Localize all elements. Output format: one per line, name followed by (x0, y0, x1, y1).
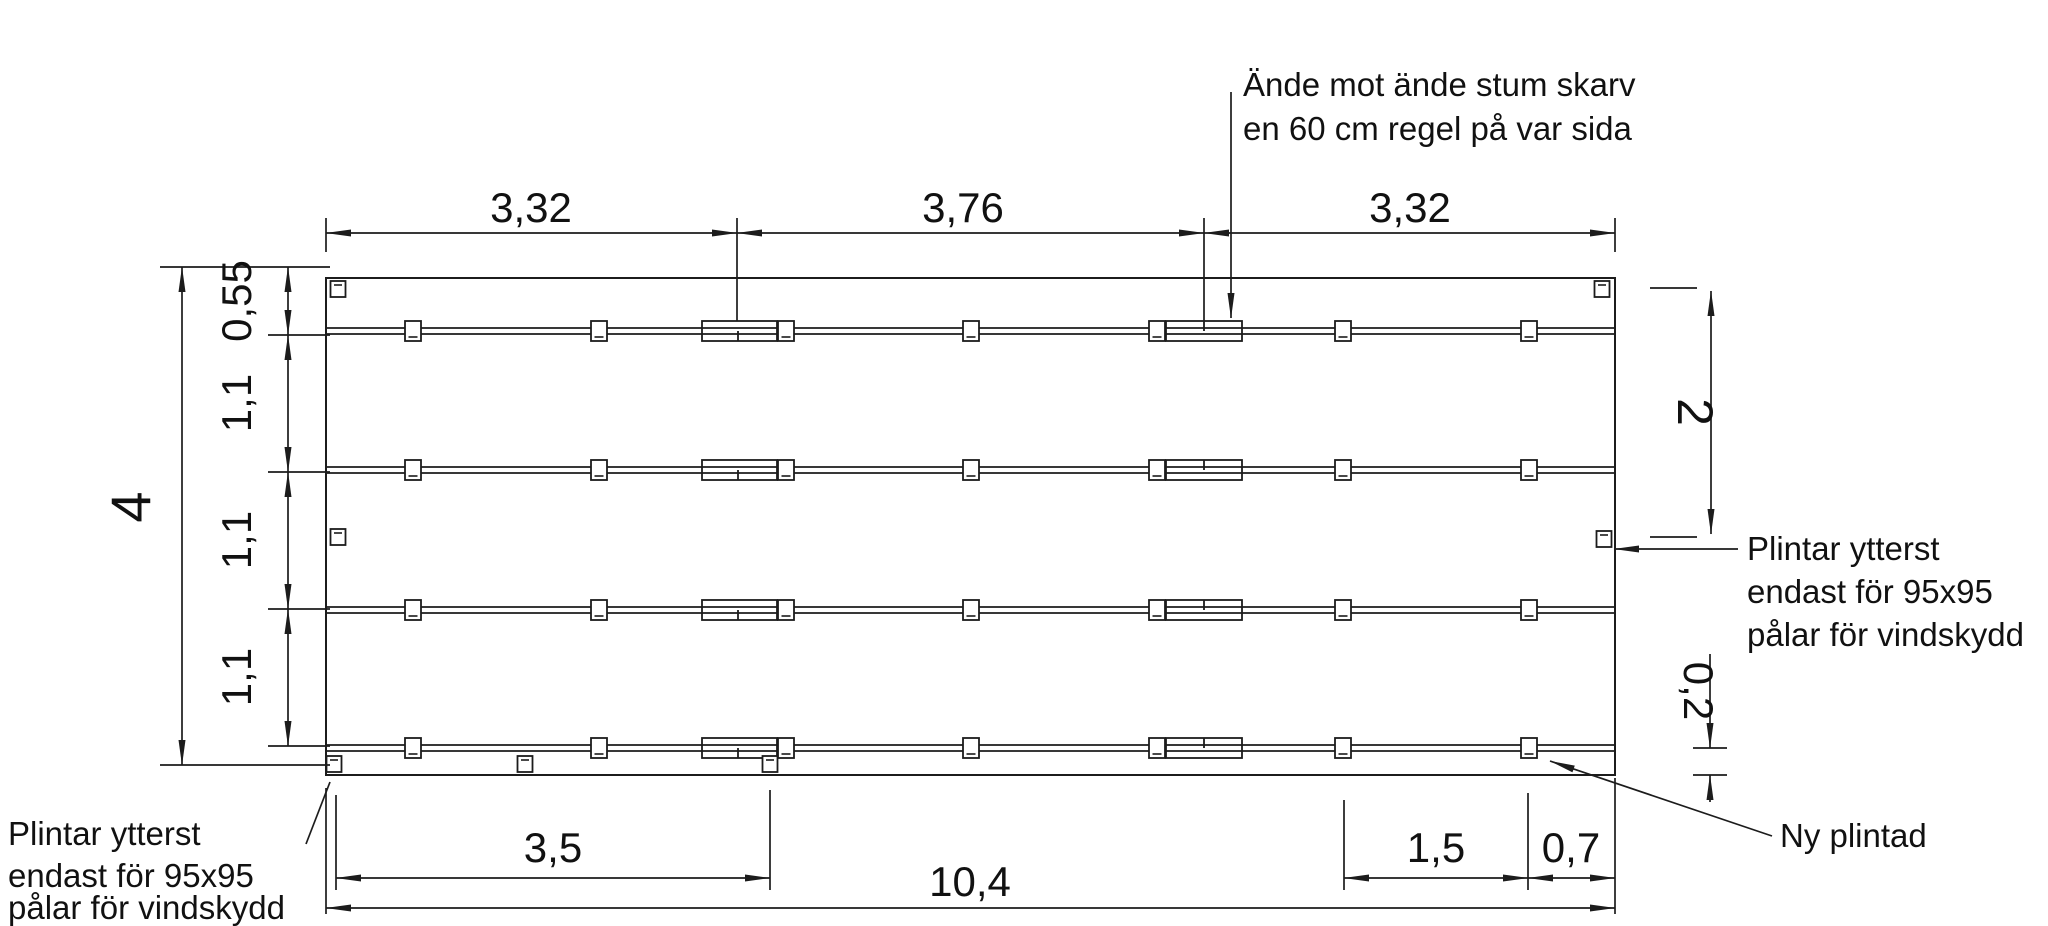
plinth-note-left-line3: pålar för vindskydd (8, 889, 285, 926)
plinth (962, 320, 980, 342)
plinth (404, 599, 422, 621)
plinth (590, 459, 608, 481)
splice-plates (701, 320, 1243, 759)
plinth-note-left-line1: Plintar ytterst (8, 815, 201, 852)
annotation-plinth-note-right: Plintar ytterst endast för 95x95 pålar f… (1613, 530, 2024, 653)
plinth (404, 320, 422, 342)
plinth-note-right-line3: pålar för vindskydd (1747, 616, 2024, 653)
plinth (777, 737, 795, 759)
edge-plinth-top-left (329, 280, 347, 298)
edge-plinth-bottom-3 (761, 755, 779, 773)
dim-bottom: 3,5 10,4 1,5 0,7 (325, 778, 1616, 914)
dim-left-total: 4 (99, 266, 330, 766)
plinth (962, 599, 980, 621)
dim-label-plinth-edge-offset: 0,7 (1542, 824, 1600, 871)
edge-plinth-top-right (1593, 280, 1611, 298)
dim-label-top-right: 3,32 (1369, 184, 1451, 231)
edge-plinth-bottom-2 (516, 755, 534, 773)
dim-left-rows: 0,55 1,1 1,1 1,1 (213, 260, 330, 747)
annotation-splice-note: Ände mot ände stum skarv en 60 cm regel … (1227, 66, 1636, 319)
edge-plinths (325, 280, 1613, 773)
annotation-new-plinth: Ny plintad (1549, 760, 1927, 854)
plinth (590, 737, 608, 759)
plinth (1148, 599, 1166, 621)
plinth (962, 737, 980, 759)
plinth (1520, 737, 1538, 759)
deck-outline (325, 277, 1616, 776)
annotation-plinth-note-left: Plintar ytterst endast för 95x95 pålar f… (8, 781, 331, 926)
plinth (1520, 599, 1538, 621)
splice-note-line2: en 60 cm regel på var sida (1243, 110, 1633, 147)
plinth (590, 599, 608, 621)
dim-label-total-width: 10,4 (929, 858, 1011, 905)
beam-plinths (404, 320, 1538, 759)
dim-label-top-left: 3,32 (490, 184, 572, 231)
plinth (1148, 737, 1166, 759)
dim-right-post-gap: 2 (1650, 287, 1723, 538)
dim-label-top-mid: 3,76 (922, 184, 1004, 231)
new-plinth-label: Ny plintad (1780, 817, 1927, 854)
plinth (1334, 599, 1352, 621)
plinth (1334, 737, 1352, 759)
dim-label-plinth-spacing: 1,5 (1407, 824, 1465, 871)
plinth (777, 320, 795, 342)
dim-label-bottom-edge-offset: 0,2 (1675, 662, 1722, 720)
dim-right-bottom-offset: 0,2 (1675, 654, 1727, 802)
plinth (1520, 459, 1538, 481)
plinth (777, 459, 795, 481)
edge-plinth-mid-right (1595, 530, 1613, 548)
plinth (404, 459, 422, 481)
plinth (1334, 320, 1352, 342)
plinth (1148, 459, 1166, 481)
plinth (1520, 320, 1538, 342)
plinth (1148, 320, 1166, 342)
plinth (404, 737, 422, 759)
plinth (777, 599, 795, 621)
plinth-note-right-line1: Plintar ytterst (1747, 530, 1940, 567)
plinth (1334, 459, 1352, 481)
dim-label-row-offset-top: 0,55 (213, 260, 260, 342)
dim-top: 3,32 3,76 3,32 (325, 184, 1616, 321)
dim-label-bottom-left-span: 3,5 (524, 824, 582, 871)
dim-label-row-gap-2: 1,1 (213, 511, 260, 569)
plinth-note-left-line2: endast för 95x95 (8, 857, 254, 894)
splice-note-line1: Ände mot ände stum skarv (1243, 66, 1636, 103)
plinth-note-right-line2: endast för 95x95 (1747, 573, 1993, 610)
dim-label-right-post-gap: 2 (1667, 398, 1723, 426)
edge-plinth-bottom-left (325, 755, 343, 773)
dim-label-row-gap-3: 1,1 (213, 648, 260, 706)
dim-label-row-gap-1: 1,1 (213, 374, 260, 432)
plinth (962, 459, 980, 481)
dim-label-height-total: 4 (99, 491, 162, 522)
edge-plinth-mid-left (329, 528, 347, 546)
plinth (590, 320, 608, 342)
